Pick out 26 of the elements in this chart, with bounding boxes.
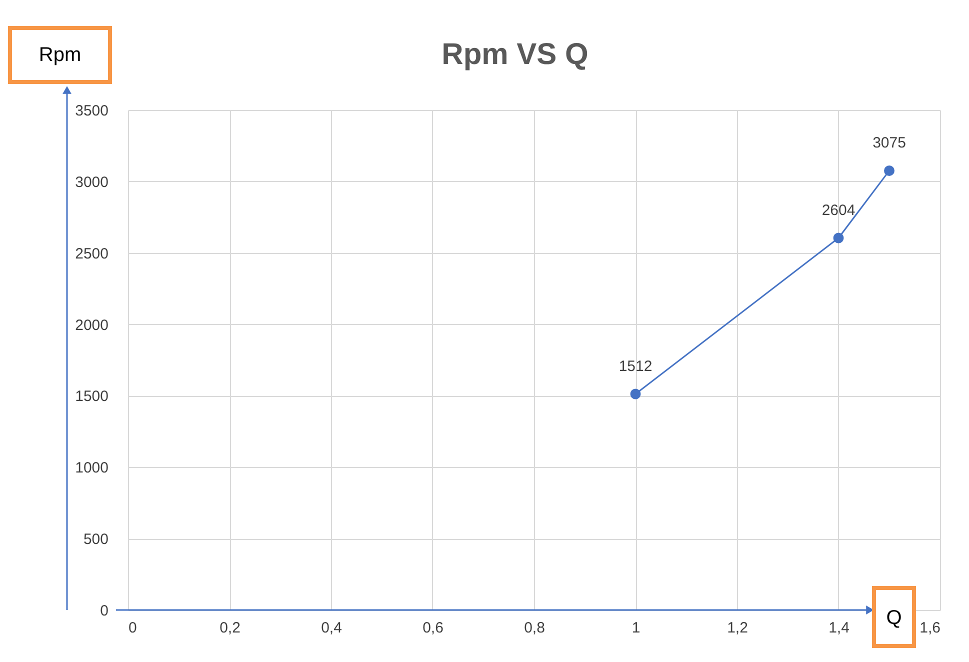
- y-axis-title: Rpm: [38, 44, 82, 66]
- y-tick-label: 2500: [75, 245, 108, 262]
- x-tick-label: 1,2: [727, 620, 748, 636]
- y-tick-label: 1000: [75, 460, 108, 477]
- y-tick-label: 2000: [75, 316, 108, 334]
- y-tick-label: 3000: [75, 174, 108, 191]
- x-tick-label: 0,2: [220, 620, 240, 636]
- x-tick-label: 0,8: [524, 620, 545, 636]
- data-label: 1512: [618, 358, 652, 375]
- y-tick-label: 0: [100, 602, 108, 620]
- x-tick-label: 0,4: [321, 620, 342, 636]
- y-tick-label: 1500: [75, 388, 108, 406]
- chart-title: Rpm VS Q: [442, 38, 588, 71]
- x-axis-title: Q: [886, 607, 902, 629]
- point: [630, 388, 641, 400]
- data-label: 3075: [872, 134, 906, 152]
- x-tick-label: 0: [128, 620, 137, 636]
- point: [884, 165, 894, 176]
- y-tick-label: 500: [83, 531, 108, 548]
- point: [833, 232, 844, 244]
- data-label: 2604: [822, 202, 856, 219]
- x-tick-label: 1,4: [828, 620, 850, 636]
- x-tick-label: 0,6: [422, 620, 444, 636]
- y-tick-label: 3500: [75, 102, 108, 120]
- x-tick-label: 1: [632, 620, 640, 636]
- x-tick-label: 1,6: [920, 620, 940, 636]
